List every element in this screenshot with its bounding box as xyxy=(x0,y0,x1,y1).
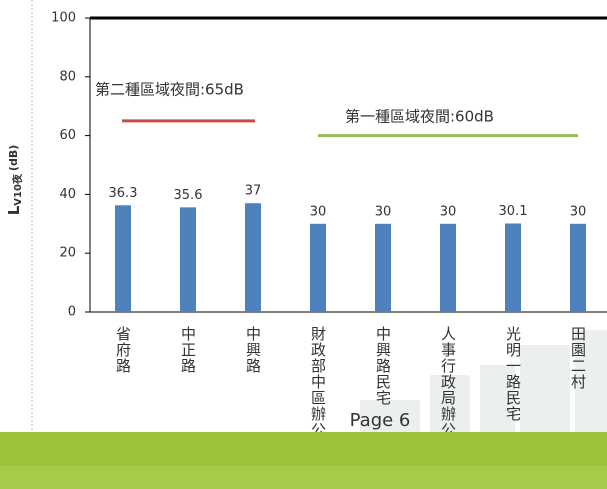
value-label: 30 xyxy=(375,204,392,219)
value-label: 30 xyxy=(440,204,457,219)
y-tick-label: 0 xyxy=(68,305,76,320)
bar xyxy=(115,205,131,312)
value-label: 36.3 xyxy=(109,186,138,201)
value-label: 30.1 xyxy=(499,204,528,219)
x-tick-label: 中興路 xyxy=(244,326,262,374)
x-tick-label: 省府路 xyxy=(114,326,132,374)
reference-label: 第二種區域夜間:65dB xyxy=(95,81,244,99)
bar xyxy=(570,223,586,312)
city-silhouette xyxy=(360,330,607,435)
bar xyxy=(180,207,196,312)
y-axis-label: LV10夜(dB) xyxy=(5,145,25,216)
bar xyxy=(310,223,326,312)
footer-band-shade xyxy=(0,466,607,489)
page-number: Page 6 xyxy=(350,410,411,431)
value-label: 30 xyxy=(570,204,587,219)
x-tick-label: 財政部中區辦公室 xyxy=(309,326,327,454)
x-tick-label: 中正路 xyxy=(179,326,197,374)
y-tick-label: 60 xyxy=(59,128,76,143)
bar xyxy=(245,203,261,312)
bar xyxy=(440,223,456,312)
y-tick-label: 80 xyxy=(59,69,76,84)
bar xyxy=(375,223,391,312)
reference-label: 第一種區域夜間:60dB xyxy=(345,108,494,126)
x-tick-label: 光明一路民宅 xyxy=(504,326,522,422)
y-tick-label: 20 xyxy=(59,246,76,261)
value-label: 30 xyxy=(310,204,327,219)
x-tick-label: 中興路民宅 xyxy=(374,326,392,406)
y-tick-label: 40 xyxy=(59,187,76,202)
y-tick-label: 100 xyxy=(51,11,76,26)
bar xyxy=(505,223,521,312)
x-tick-label: 田園二村 xyxy=(569,326,587,390)
value-label: 37 xyxy=(245,184,262,199)
value-label: 35.6 xyxy=(174,188,203,203)
x-tick-label: 人事行政局辦公室 xyxy=(439,326,457,454)
